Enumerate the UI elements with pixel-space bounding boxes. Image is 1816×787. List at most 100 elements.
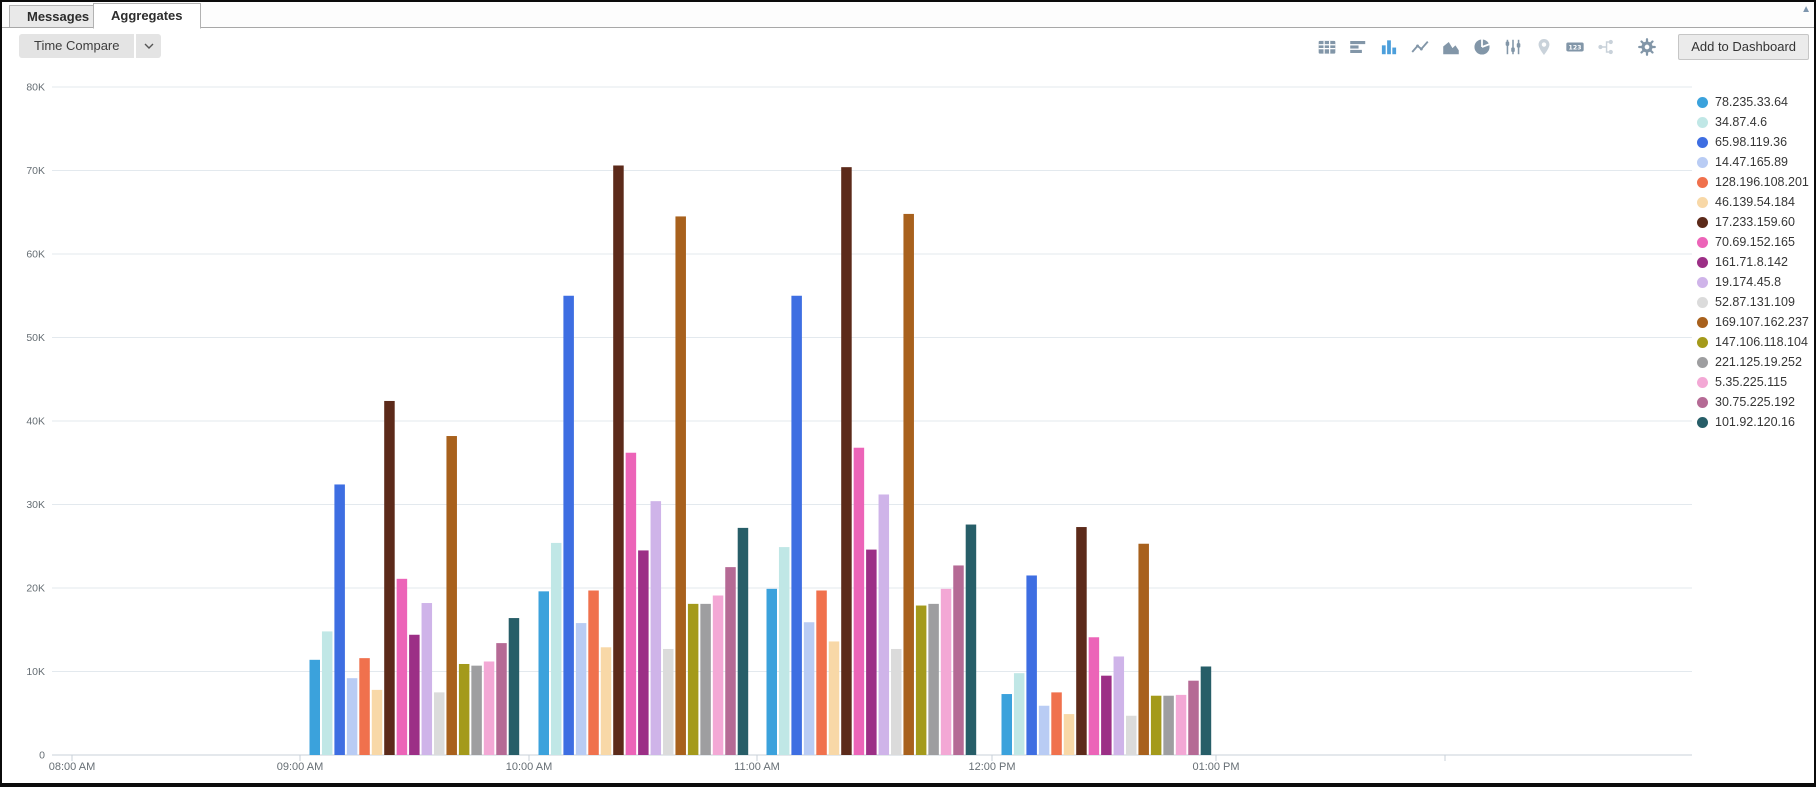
chart-bar[interactable]: [1163, 695, 1174, 755]
legend-item[interactable]: 52.87.131.109: [1697, 292, 1809, 312]
chart-bar[interactable]: [853, 447, 865, 755]
chart-bar[interactable]: [384, 400, 395, 755]
pie-chart-icon[interactable]: [1472, 37, 1492, 57]
chart-bar[interactable]: [309, 659, 321, 755]
legend-item[interactable]: 19.174.45.8: [1697, 272, 1809, 292]
legend-item[interactable]: 5.35.225.115: [1697, 372, 1809, 392]
single-value-icon[interactable]: 123: [1565, 37, 1585, 57]
legend-item[interactable]: 221.125.19.252: [1697, 352, 1809, 372]
chart-bar[interactable]: [1026, 575, 1037, 755]
chart-bar[interactable]: [725, 567, 736, 755]
chart-bar[interactable]: [588, 590, 599, 755]
chart-bar[interactable]: [483, 661, 495, 755]
chart-bar[interactable]: [928, 603, 939, 755]
chart-bar[interactable]: [675, 216, 686, 756]
chart-bar[interactable]: [1175, 694, 1187, 755]
legend-item[interactable]: 101.92.120.16: [1697, 412, 1809, 432]
chart-bar[interactable]: [841, 167, 852, 755]
chart-bar[interactable]: [409, 634, 420, 755]
chart-bar[interactable]: [791, 295, 802, 755]
legend-item[interactable]: 46.139.54.184: [1697, 192, 1809, 212]
legend-item[interactable]: 34.87.4.6: [1697, 112, 1809, 132]
chart-bar[interactable]: [346, 678, 358, 755]
chart-bar[interactable]: [613, 165, 624, 755]
chart-bar[interactable]: [663, 648, 674, 755]
chart-bar[interactable]: [421, 603, 433, 755]
legend-item[interactable]: 14.47.165.89: [1697, 152, 1809, 172]
column-chart-icon[interactable]: [1379, 37, 1399, 57]
legend-item[interactable]: 70.69.152.165: [1697, 232, 1809, 252]
chart-bar[interactable]: [638, 550, 649, 755]
chart-bar[interactable]: [1113, 656, 1125, 755]
map-pin-icon[interactable]: [1534, 37, 1554, 57]
chart-bar[interactable]: [700, 603, 711, 755]
chart-bar[interactable]: [321, 631, 333, 755]
chart-bar[interactable]: [1051, 692, 1062, 755]
chart-bar[interactable]: [1088, 637, 1100, 755]
chart-bar[interactable]: [953, 565, 964, 755]
tab-aggregates[interactable]: Aggregates: [93, 3, 201, 29]
line-chart-icon[interactable]: [1410, 37, 1430, 57]
chart-bar[interactable]: [434, 692, 445, 755]
chart-bar[interactable]: [334, 484, 345, 755]
chart-bar[interactable]: [1126, 715, 1137, 755]
chart-bar[interactable]: [737, 527, 749, 755]
chart-bar[interactable]: [563, 295, 574, 755]
chart-bar[interactable]: [446, 436, 457, 755]
area-chart-icon[interactable]: [1441, 37, 1461, 57]
chart-bar[interactable]: [396, 578, 408, 755]
legend-item[interactable]: 128.196.108.201: [1697, 172, 1809, 192]
table-icon[interactable]: [1317, 37, 1337, 57]
legend-item[interactable]: 30.75.225.192: [1697, 392, 1809, 412]
chart-bar[interactable]: [766, 588, 778, 755]
scroll-up-icon[interactable]: ▲: [1801, 4, 1811, 15]
chart-bar[interactable]: [496, 643, 507, 755]
chart-bar[interactable]: [471, 665, 482, 755]
chart-bar[interactable]: [371, 689, 383, 755]
chart-bar[interactable]: [891, 648, 902, 755]
chart-bar[interactable]: [712, 595, 724, 755]
chevron-down-icon[interactable]: [134, 34, 161, 58]
legend-item[interactable]: 65.98.119.36: [1697, 132, 1809, 152]
add-to-dashboard-button[interactable]: Add to Dashboard: [1678, 33, 1809, 60]
chart-bar[interactable]: [1001, 694, 1013, 755]
chart-bar[interactable]: [915, 605, 927, 755]
gear-icon[interactable]: [1637, 37, 1657, 57]
legend-item[interactable]: 78.235.33.64: [1697, 92, 1809, 112]
chart-bar[interactable]: [1200, 666, 1212, 755]
chart-bar[interactable]: [866, 549, 877, 755]
chart-bar[interactable]: [538, 591, 550, 755]
chart-bar[interactable]: [940, 588, 952, 755]
legend-item[interactable]: 161.71.8.142: [1697, 252, 1809, 272]
legend-item[interactable]: 169.107.162.237: [1697, 312, 1809, 332]
chart-bar[interactable]: [359, 658, 370, 755]
sliders-icon[interactable]: [1503, 37, 1523, 57]
chart-bar[interactable]: [1013, 673, 1025, 755]
legend-item[interactable]: 147.106.118.104: [1697, 332, 1809, 352]
legend-item[interactable]: 17.233.159.60: [1697, 212, 1809, 232]
chart-bar[interactable]: [965, 524, 977, 755]
chart-bar[interactable]: [803, 622, 815, 755]
chart-bar[interactable]: [816, 590, 827, 755]
chart-bar[interactable]: [878, 494, 890, 755]
chart-bar[interactable]: [1038, 705, 1050, 755]
chart-bar[interactable]: [550, 542, 562, 755]
chart-bar[interactable]: [1138, 543, 1149, 755]
time-compare-button[interactable]: Time Compare: [19, 34, 162, 58]
chart-bar[interactable]: [650, 501, 662, 755]
chart-bar[interactable]: [508, 618, 520, 755]
chart-bar[interactable]: [1150, 695, 1162, 755]
chart-bar[interactable]: [778, 547, 790, 755]
chart-bar[interactable]: [687, 603, 699, 755]
chart-bar[interactable]: [1076, 527, 1087, 755]
chart-bar[interactable]: [625, 452, 637, 755]
chart-bar[interactable]: [1101, 675, 1112, 755]
chart-bar[interactable]: [458, 663, 470, 755]
chart-bar[interactable]: [828, 641, 840, 755]
chart-bar[interactable]: [575, 623, 587, 755]
flow-diagram-icon[interactable]: [1596, 37, 1616, 57]
chart-bar[interactable]: [1063, 714, 1075, 755]
chart-bar[interactable]: [1188, 680, 1199, 755]
chart-bar[interactable]: [903, 213, 914, 756]
chart-bar[interactable]: [600, 647, 612, 755]
